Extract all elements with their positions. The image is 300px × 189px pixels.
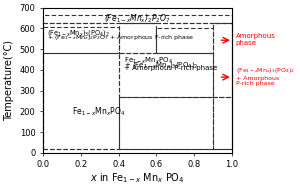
Text: + (Fe$_{1-x}$Mn$_x$)$_2$P$_2$O$_7$ + Amorphous F-rich phase: + (Fe$_{1-x}$Mn$_x$)$_2$P$_2$O$_7$ + Amo… [47,33,194,42]
Text: + (Fe$_{1-x}$Mn$_x$)$_3$(PO$_4$)$_2$: + (Fe$_{1-x}$Mn$_x$)$_3$(PO$_4$)$_2$ [124,60,199,70]
Text: (Fe$_{1-x}$Mn$_x$)$_3$(PO$_4$)$_2$
+ Amorphous
P-rich phase: (Fe$_{1-x}$Mn$_x$)$_3$(PO$_4$)$_2$ + Amo… [236,66,295,86]
Text: Fe$_{1-x}$Mn$_x$PO$_4$: Fe$_{1-x}$Mn$_x$PO$_4$ [124,55,173,66]
Text: (Fe$_{1-x}$Mn$_x$)$_3$(PO$_4$)$_2$: (Fe$_{1-x}$Mn$_x$)$_3$(PO$_4$)$_2$ [47,28,110,38]
Text: $x$ in Fe$_{1-x}$ Mn$_x$ PO$_4$: $x$ in Fe$_{1-x}$ Mn$_x$ PO$_4$ [90,171,185,185]
Y-axis label: Temperature(°C): Temperature(°C) [4,40,14,121]
Text: (Fe$_{1-x}$Mn$_x$)$_2$P$_2$O$_7$: (Fe$_{1-x}$Mn$_x$)$_2$P$_2$O$_7$ [104,12,171,25]
Text: Amorphous
phase: Amorphous phase [236,33,275,46]
Text: Fe$_{1-x}$Mn$_x$PO$_4$: Fe$_{1-x}$Mn$_x$PO$_4$ [71,105,125,118]
Text: + Amorphous P-rich phase: + Amorphous P-rich phase [124,65,218,71]
